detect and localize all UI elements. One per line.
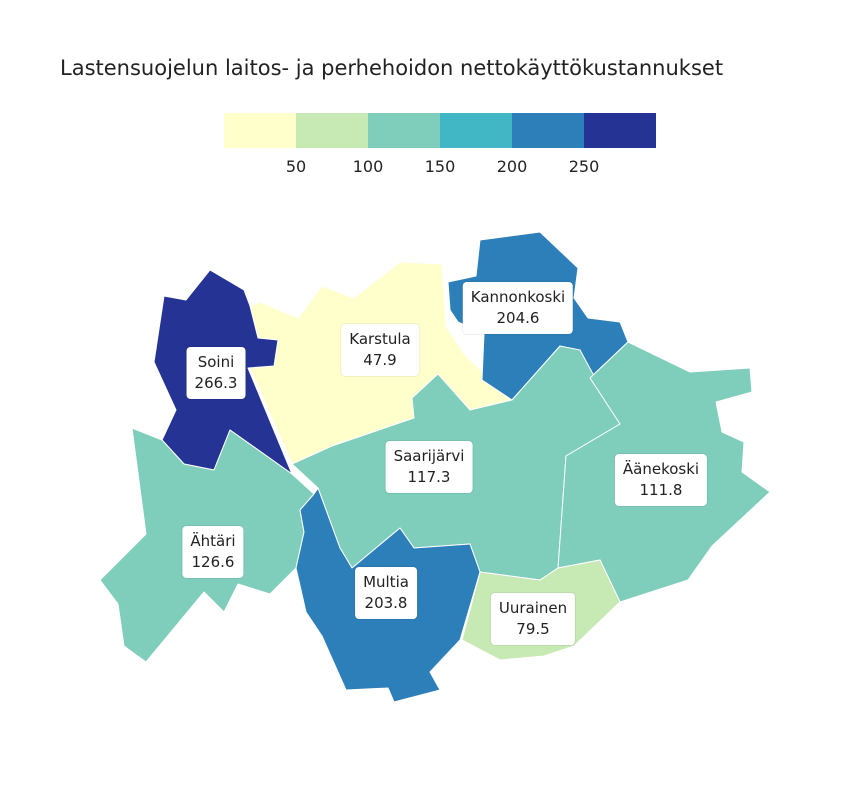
- label-karstula-name: Karstula: [349, 330, 411, 348]
- legend-tick-50: 50: [285, 157, 307, 176]
- label-karstula: Karstula 47.9: [341, 324, 419, 376]
- legend-tick-200: 200: [496, 157, 528, 176]
- label-ahtari-value: 126.6: [191, 553, 235, 571]
- legend-swatch-0: [224, 113, 296, 148]
- label-multia-name: Multia: [363, 573, 409, 591]
- label-aanekoski-value: 111.8: [639, 481, 683, 499]
- label-saarijarvi-value: 117.3: [407, 468, 451, 486]
- label-aanekoski-name: Äänekoski: [622, 460, 700, 478]
- label-saarijarvi-name: Saarijärvi: [393, 447, 465, 465]
- label-soini-value: 266.3: [194, 374, 238, 392]
- label-soini-name: Soini: [197, 353, 235, 371]
- legend-tick-150: 150: [424, 157, 456, 176]
- label-kannonkoski: Kannonkoski 204.6: [462, 282, 574, 334]
- label-kannonkoski-value: 204.6: [496, 309, 540, 327]
- map-title: Lastensuojelun laitos- ja perhehoidon ne…: [60, 56, 724, 80]
- legend-swatch-2: [368, 113, 440, 148]
- legend-swatch-4: [512, 113, 584, 148]
- label-multia-value: 203.8: [364, 594, 408, 612]
- label-ahtari-name: Ähtäri: [190, 532, 236, 550]
- label-soini: Soini 266.3: [186, 347, 246, 399]
- legend-swatch-1: [296, 113, 368, 148]
- label-saarijarvi: Saarijärvi 117.3: [385, 441, 473, 493]
- label-aanekoski: Äänekoski 111.8: [614, 454, 708, 506]
- label-multia: Multia 203.8: [355, 567, 417, 619]
- label-ahtari: Ähtäri 126.6: [182, 526, 244, 578]
- legend-swatch-5: [584, 113, 656, 148]
- label-karstula-value: 47.9: [363, 351, 397, 369]
- label-uurainen-name: Uurainen: [498, 599, 568, 617]
- legend-tick-250: 250: [568, 157, 600, 176]
- legend-tick-100: 100: [352, 157, 384, 176]
- label-kannonkoski-name: Kannonkoski: [470, 288, 566, 306]
- label-uurainen: Uurainen 79.5: [490, 593, 576, 645]
- legend-swatch-3: [440, 113, 512, 148]
- label-uurainen-value: 79.5: [516, 620, 550, 638]
- color-legend: 50 100 150 200 250: [224, 113, 656, 181]
